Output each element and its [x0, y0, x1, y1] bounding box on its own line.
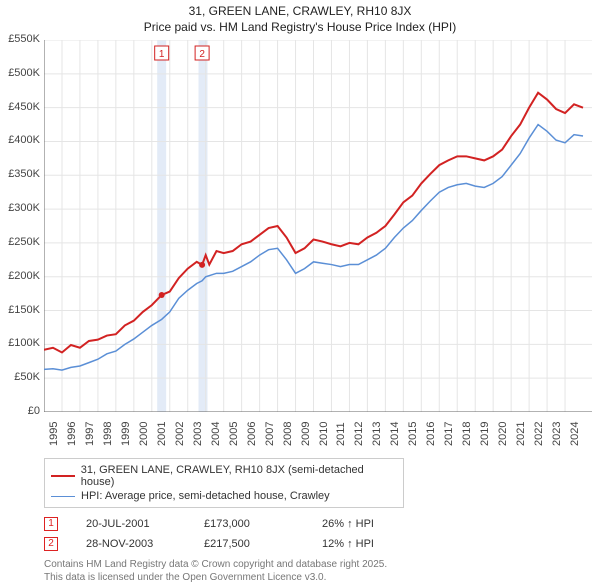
y-tick-label: £300K	[0, 202, 40, 214]
sales-table: 1 20-JUL-2001 £173,000 26% ↑ HPI 2 28-NO…	[44, 514, 600, 554]
marker-box-1: 1	[44, 517, 58, 531]
x-tick-label: 2013	[371, 422, 383, 446]
legend-row-blue: HPI: Average price, semi-detached house,…	[51, 489, 397, 503]
x-tick-label: 2021	[515, 422, 527, 446]
chart-svg: 12	[44, 40, 592, 412]
x-tick-label: 2020	[497, 422, 509, 446]
x-tick-label: 2014	[389, 422, 401, 446]
x-tick-label: 1995	[48, 422, 60, 446]
x-tick-label: 2000	[138, 422, 150, 446]
chart-area: 12 £0£50K£100K£150K£200K£250K£300K£350K£…	[44, 40, 592, 412]
sales-row-2: 2 28-NOV-2003 £217,500 12% ↑ HPI	[44, 534, 600, 554]
x-tick-label: 2006	[246, 422, 258, 446]
titles: 31, GREEN LANE, CRAWLEY, RH10 8JX Price …	[0, 0, 600, 34]
y-tick-label: £200K	[0, 270, 40, 282]
legend-label-red: 31, GREEN LANE, CRAWLEY, RH10 8JX (semi-…	[81, 464, 397, 488]
y-tick-label: £400K	[0, 134, 40, 146]
y-tick-label: £250K	[0, 236, 40, 248]
x-tick-label: 2001	[156, 422, 168, 446]
title-address: 31, GREEN LANE, CRAWLEY, RH10 8JX	[0, 4, 600, 18]
y-tick-label: £0	[0, 405, 40, 417]
y-tick-label: £450K	[0, 101, 40, 113]
x-tick-label: 2009	[300, 422, 312, 446]
legend: 31, GREEN LANE, CRAWLEY, RH10 8JX (semi-…	[44, 458, 404, 508]
marker-box-2: 2	[44, 537, 58, 551]
x-tick-label: 2022	[533, 422, 545, 446]
x-tick-label: 1998	[102, 422, 114, 446]
svg-text:1: 1	[159, 49, 165, 60]
footer: Contains HM Land Registry data © Crown c…	[44, 558, 600, 584]
x-tick-label: 2016	[425, 422, 437, 446]
sales-row-1: 1 20-JUL-2001 £173,000 26% ↑ HPI	[44, 514, 600, 534]
x-tick-label: 1999	[120, 422, 132, 446]
sale-date-1: 20-JUL-2001	[86, 518, 176, 530]
legend-swatch-blue	[51, 496, 75, 497]
y-tick-label: £100K	[0, 337, 40, 349]
y-tick-label: £500K	[0, 67, 40, 79]
x-tick-label: 2012	[353, 422, 365, 446]
sale-vs-hpi-2: 12% ↑ HPI	[322, 538, 412, 550]
x-tick-label: 2024	[569, 422, 581, 446]
sale-price-1: £173,000	[204, 518, 294, 530]
x-tick-label: 2003	[192, 422, 204, 446]
x-tick-label: 2019	[479, 422, 491, 446]
x-tick-label: 2017	[443, 422, 455, 446]
y-tick-label: £50K	[0, 371, 40, 383]
title-subtitle: Price paid vs. HM Land Registry's House …	[0, 20, 600, 34]
x-tick-label: 1997	[84, 422, 96, 446]
chart-container: 31, GREEN LANE, CRAWLEY, RH10 8JX Price …	[0, 0, 600, 560]
x-tick-label: 2008	[282, 422, 294, 446]
legend-label-blue: HPI: Average price, semi-detached house,…	[81, 490, 330, 502]
sale-vs-hpi-1: 26% ↑ HPI	[322, 518, 412, 530]
x-tick-label: 2007	[264, 422, 276, 446]
legend-row-red: 31, GREEN LANE, CRAWLEY, RH10 8JX (semi-…	[51, 463, 397, 489]
x-tick-label: 2023	[551, 422, 563, 446]
x-tick-label: 2018	[461, 422, 473, 446]
svg-text:2: 2	[199, 49, 205, 60]
x-tick-label: 2011	[335, 422, 347, 446]
y-tick-label: £150K	[0, 304, 40, 316]
legend-swatch-red	[51, 475, 75, 477]
sale-price-2: £217,500	[204, 538, 294, 550]
x-tick-label: 2010	[318, 422, 330, 446]
x-tick-label: 2002	[174, 422, 186, 446]
y-tick-label: £350K	[0, 168, 40, 180]
x-tick-label: 2005	[228, 422, 240, 446]
footer-line-2: This data is licensed under the Open Gov…	[44, 571, 600, 584]
x-tick-label: 1996	[66, 422, 78, 446]
sale-date-2: 28-NOV-2003	[86, 538, 176, 550]
y-tick-label: £550K	[0, 33, 40, 45]
x-tick-label: 2004	[210, 422, 222, 446]
x-tick-label: 2015	[407, 422, 419, 446]
